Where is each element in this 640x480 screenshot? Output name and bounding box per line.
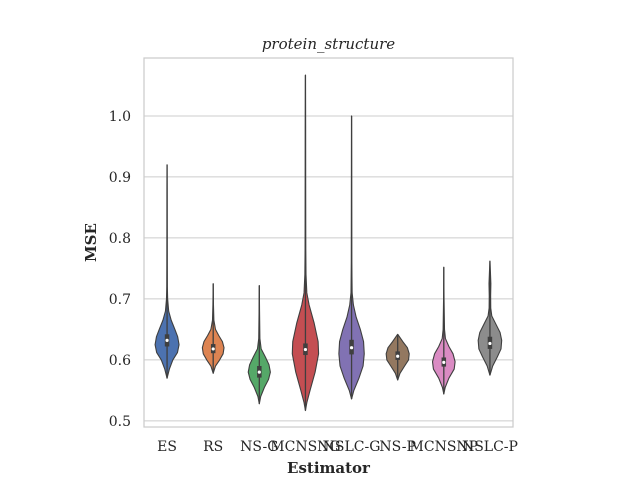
violin-nslc-g: [338, 115, 365, 400]
x-axis-label: Estimator: [287, 459, 371, 477]
y-tick-label: 0.9: [109, 170, 131, 186]
y-tick-label: 0.8: [109, 231, 131, 247]
violin-median-point: [303, 347, 308, 352]
y-tick-label: 0.5: [109, 414, 131, 430]
y-tick-label: 1.0: [109, 109, 131, 125]
violin-nslc-p: [477, 260, 503, 376]
violin-mcnsnp: [431, 266, 456, 395]
plot-frame: [143, 57, 514, 428]
y-axis-label: MSE: [82, 223, 100, 262]
x-tick-label: NS-G: [240, 439, 278, 455]
y-tick-labels: 0.5 0.6 0.7 0.8 0.9 1.0: [109, 109, 131, 430]
violins: [154, 74, 503, 412]
x-tick-label: MCNSNG: [270, 439, 340, 455]
violin-median-point: [488, 341, 492, 346]
x-tick-label: NSLC-P: [462, 439, 518, 455]
plot-area: [144, 58, 513, 427]
violin-ns-p: [385, 333, 410, 381]
x-tick-label: NSLC-G: [323, 439, 381, 455]
x-tick-label: MCNSNP: [410, 439, 479, 455]
violin-median-point: [257, 370, 261, 374]
violin-mcnsng: [291, 74, 320, 412]
violin-median-point: [165, 338, 169, 342]
violin-rs: [201, 283, 225, 374]
x-tick-label: ES: [157, 439, 177, 455]
grid-lines: [144, 115, 513, 422]
violin-median-point: [442, 360, 446, 364]
y-tick-label: 0.6: [109, 353, 131, 369]
x-tick-label: NS-P: [379, 439, 416, 455]
violin-median-point: [349, 346, 354, 350]
violin-ns-g: [247, 284, 271, 405]
violin-es: [154, 164, 180, 379]
y-tick-label: 0.7: [109, 292, 131, 308]
x-tick-label: RS: [203, 439, 223, 455]
violin-median-point: [211, 347, 215, 351]
violin-median-point: [396, 354, 400, 358]
chart-title: protein_structure: [262, 35, 395, 53]
